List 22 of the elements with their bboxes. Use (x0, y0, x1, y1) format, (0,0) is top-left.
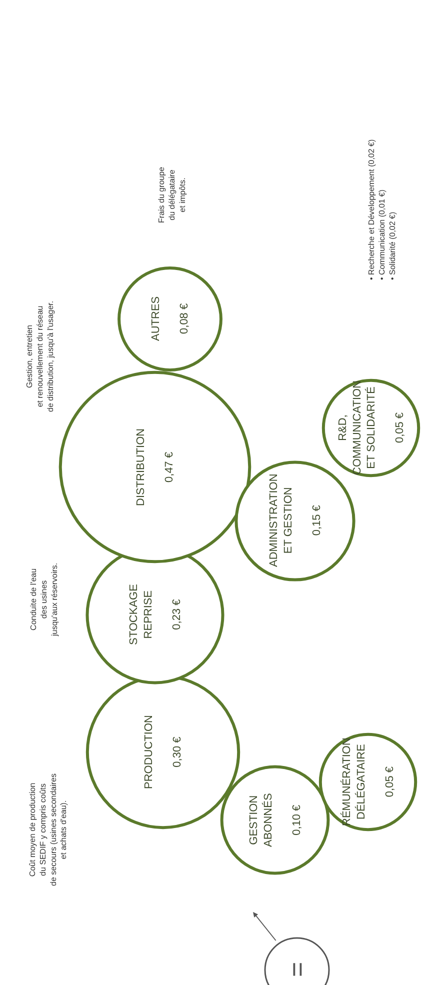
data-label: 0,23 € (170, 599, 183, 630)
category-label: GESTION ABONNÉS (248, 793, 274, 847)
category-label: ADMINISTRATION ET GESTION (268, 474, 294, 567)
text: Gestion, entretien et renouvellement du réseau de distribution, jusqu'à l'usager. (25, 300, 55, 412)
category-label: AUTRES (150, 296, 162, 341)
category-label: DISTRIBUTION (135, 428, 147, 506)
category-label: PRODUCTION (143, 715, 155, 789)
text: • Recherche et Développement (0,02 €) • Communication (0,01 €) • Solidarité (0,02 €) (367, 139, 397, 280)
text: Frais du groupe du délégataire et impôts. (157, 166, 187, 223)
data-label: 0,05 € (384, 766, 396, 798)
data-label: 0,08 € (178, 303, 191, 334)
text: = (282, 962, 312, 977)
category-label: RÉMUNÉRATION DÉLÉGATAIRE (340, 738, 368, 826)
text: Conduite de l'eau des usines jusqu'aux réservoirs. (29, 562, 59, 637)
category-label: R&D, COMMUNICATION ET SOLIDARITÉ (337, 380, 378, 475)
data-label: 0,30 € (172, 736, 184, 768)
data-label: 0,10 € (290, 804, 303, 836)
data-label: 0,05 € (394, 412, 406, 444)
data-label: 0,47 € (164, 452, 176, 482)
category-label: STOCKAGE REPRISE (128, 584, 154, 645)
data-label: 0,15 € (310, 505, 323, 536)
text: Coût moyen de production du SEDIF y compris coûts de secours (usines secondaires et achats d'eau). (28, 773, 68, 886)
